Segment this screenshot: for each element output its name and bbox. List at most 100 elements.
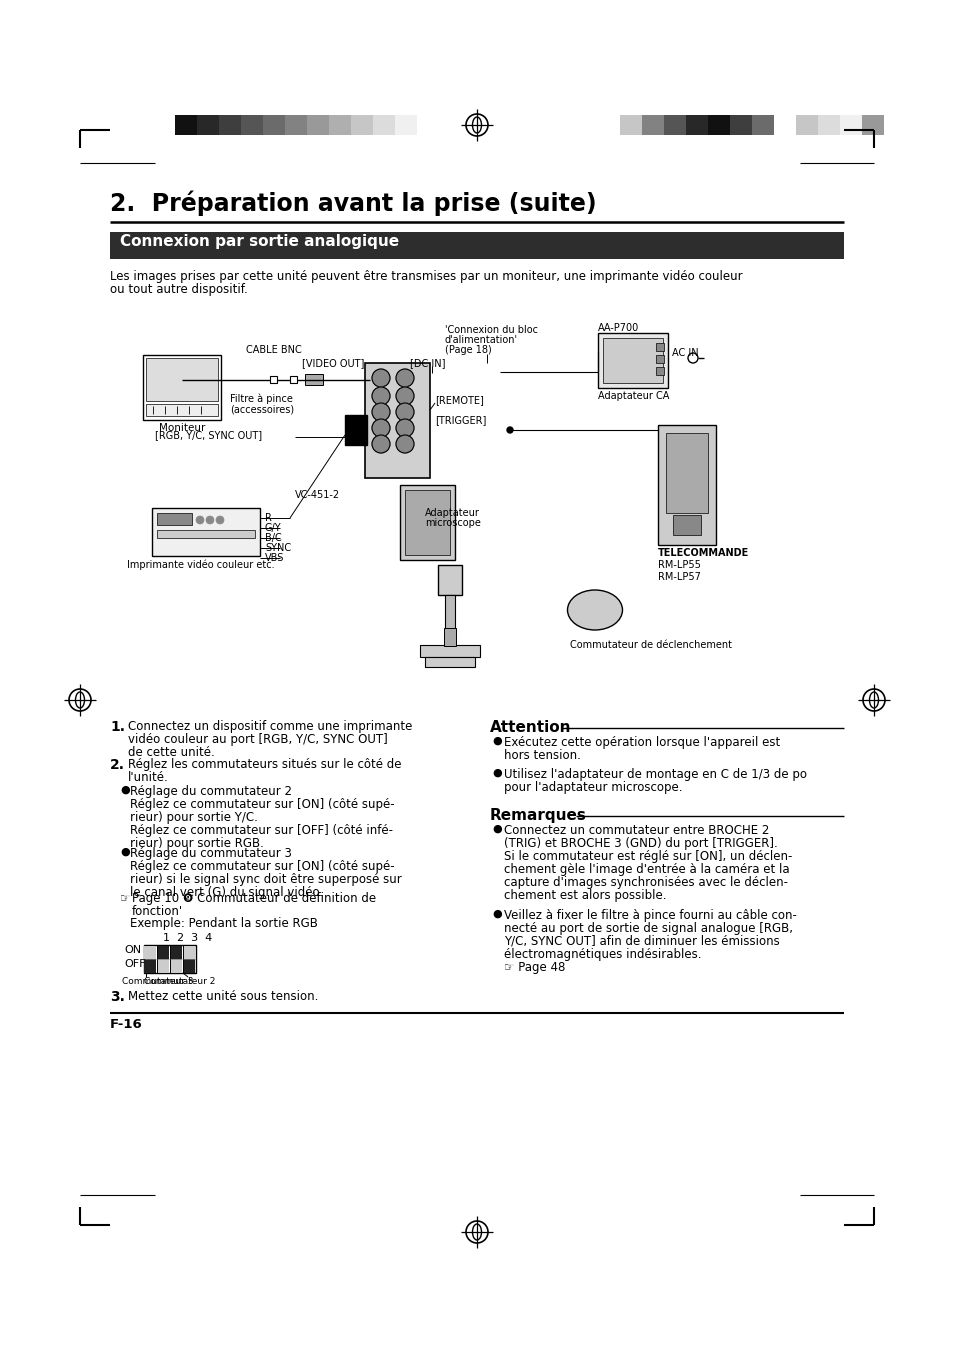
Text: AC IN: AC IN [671,349,698,358]
Text: Connectez un dispositif comme une imprimante: Connectez un dispositif comme une imprim… [128,720,412,734]
Text: pour l'adaptateur microscope.: pour l'adaptateur microscope. [503,781,681,794]
Text: ●: ● [492,824,501,834]
Text: 'Connexion du bloc: 'Connexion du bloc [444,326,537,335]
Bar [241,115,263,135]
Bar [444,594,455,644]
Bar [751,115,773,135]
Bar [143,355,221,420]
Text: vidéo couleur au port [RGB, Y/C, SYNC OUT]: vidéo couleur au port [RGB, Y/C, SYNC OU… [128,734,387,746]
Bar [152,508,260,557]
Bar [183,946,195,959]
Bar [395,115,416,135]
Text: G/Y: G/Y [265,523,281,534]
Text: capture d'images synchronisées avec le déclen-: capture d'images synchronisées avec le d… [503,875,787,889]
Circle shape [395,419,414,436]
Circle shape [506,427,513,434]
Text: ☞ Page 48: ☞ Page 48 [503,961,565,974]
Text: Moniteur: Moniteur [158,423,205,434]
Text: fonction': fonction' [132,905,183,917]
Text: Réglage du commutateur 3: Réglage du commutateur 3 [130,847,292,861]
Bar [307,115,329,135]
Bar [196,115,219,135]
Text: (accessoires): (accessoires) [230,404,294,413]
Text: ●: ● [120,847,130,857]
Text: 2.: 2. [110,758,125,771]
Text: B/C: B/C [265,534,281,543]
Circle shape [372,386,390,405]
Bar [443,628,456,646]
Text: électromagnétiques indésirables.: électromagnétiques indésirables. [503,948,700,961]
Text: CABLE BNC: CABLE BNC [246,345,301,355]
Text: Mettez cette unité sous tension.: Mettez cette unité sous tension. [128,990,318,1002]
Circle shape [372,403,390,422]
Text: 3.: 3. [110,990,125,1004]
Bar [146,404,218,416]
Bar [365,363,430,478]
Bar [840,115,862,135]
Text: Filtre à pince: Filtre à pince [230,394,293,404]
Text: Connectez un commutateur entre BROCHE 2: Connectez un commutateur entre BROCHE 2 [503,824,768,838]
Text: RM-LP55: RM-LP55 [658,561,700,570]
Text: Adaptateur: Adaptateur [424,508,479,517]
Text: Veillez à fixer le filtre à pince fourni au câble con-: Veillez à fixer le filtre à pince fourni… [503,909,796,921]
Circle shape [395,386,414,405]
Text: ●: ● [492,909,501,919]
Text: R: R [265,513,272,523]
Bar [144,944,195,973]
Bar [345,415,367,444]
Bar [773,115,795,135]
Text: (Page 18): (Page 18) [444,345,491,355]
Circle shape [372,419,390,436]
Text: l'unité.: l'unité. [128,771,169,784]
Bar [157,946,170,959]
Text: Réglez ce commutateur sur [OFF] (côté infé-: Réglez ce commutateur sur [OFF] (côté in… [130,824,393,838]
Bar [672,515,700,535]
Text: Commutateur 2: Commutateur 2 [144,977,215,986]
Text: d'alimentation': d'alimentation' [444,335,517,345]
Text: AA-P700: AA-P700 [598,323,639,332]
Text: Réglez ce commutateur sur [ON] (côté supé-: Réglez ce commutateur sur [ON] (côté sup… [130,861,395,873]
Bar [795,115,817,135]
Text: TELECOMMANDE: TELECOMMANDE [658,549,748,558]
Text: Réglez ce commutateur sur [ON] (côté supé-: Réglez ce commutateur sur [ON] (côté sup… [130,798,395,811]
Bar [290,376,296,382]
Bar [598,332,667,388]
Bar [685,115,707,135]
Text: ou tout autre dispositif.: ou tout autre dispositif. [110,282,248,296]
Text: le canal vert (G) du signal vidéo.: le canal vert (G) du signal vidéo. [130,886,323,898]
Text: Réglage du commutateur 2: Réglage du commutateur 2 [130,785,292,798]
Text: 1.: 1. [110,720,125,734]
Bar [437,565,461,594]
Bar [270,376,276,382]
Circle shape [206,516,213,524]
Bar [419,644,479,657]
Text: Utilisez l'adaptateur de montage en C de 1/3 de po: Utilisez l'adaptateur de montage en C de… [503,767,806,781]
Bar [656,355,663,363]
Text: chement est alors possible.: chement est alors possible. [503,889,666,902]
Text: ON: ON [124,944,141,955]
Text: [RGB, Y/C, SYNC OUT]: [RGB, Y/C, SYNC OUT] [154,430,262,440]
Circle shape [395,435,414,453]
Text: hors tension.: hors tension. [503,748,580,762]
Bar [656,367,663,376]
Text: necté au port de sortie de signal analogue [RGB,: necté au port de sortie de signal analog… [503,921,792,935]
Text: OFF: OFF [124,959,146,969]
Bar [144,959,156,973]
Circle shape [395,403,414,422]
Text: Les images prises par cette unité peuvent être transmises par un moniteur, une i: Les images prises par cette unité peuven… [110,270,741,282]
Circle shape [372,435,390,453]
Circle shape [372,369,390,386]
Text: Remarques: Remarques [490,808,586,823]
Bar [862,115,883,135]
Text: Si le commutateur est réglé sur [ON], un déclen-: Si le commutateur est réglé sur [ON], un… [503,850,792,863]
Text: rieur) si le signal sync doit être superposé sur: rieur) si le signal sync doit être super… [130,873,401,886]
Text: (TRIG) et BROCHE 3 (GND) du port [TRIGGER].: (TRIG) et BROCHE 3 (GND) du port [TRIGGE… [503,838,777,850]
Text: [REMOTE]: [REMOTE] [435,394,483,405]
Bar [399,485,455,561]
Bar [110,232,843,259]
Bar [174,115,196,135]
Bar [416,115,438,135]
Bar [665,434,707,513]
Text: Connexion par sortie analogique: Connexion par sortie analogique [120,234,398,249]
Text: microscope: microscope [424,517,480,528]
